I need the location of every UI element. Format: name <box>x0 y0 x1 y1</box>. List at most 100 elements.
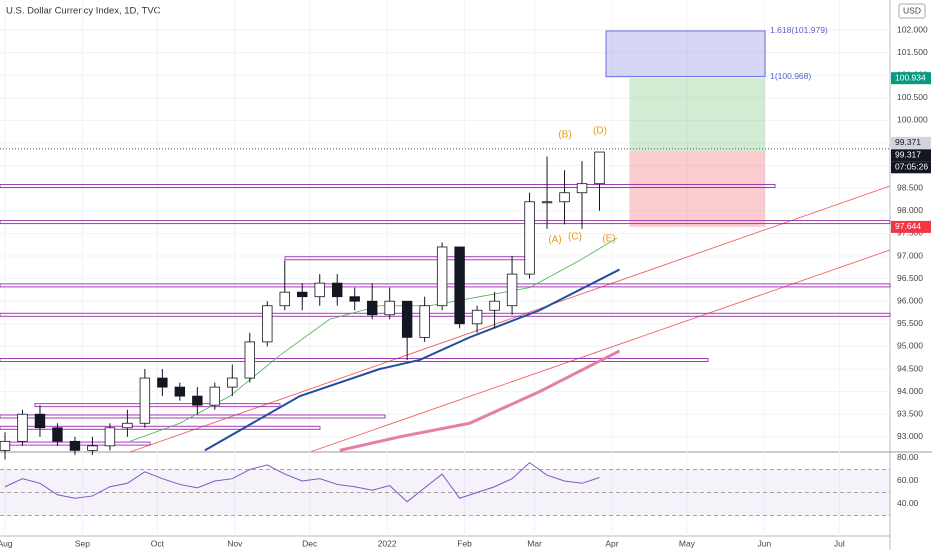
candle-body <box>366 300 378 316</box>
level-line <box>0 184 776 188</box>
candle-body <box>139 377 151 424</box>
candle-body <box>122 422 133 429</box>
price-tag <box>891 72 931 85</box>
level-line <box>0 414 386 419</box>
candle-body <box>104 427 116 447</box>
candle-body <box>17 413 28 442</box>
candle-body <box>454 246 465 325</box>
level-line <box>0 425 321 430</box>
price-tag-label: 97.644 <box>895 221 921 231</box>
x-tick-label: Jul <box>834 538 845 548</box>
candle-body <box>69 440 81 451</box>
price-tag <box>891 136 931 149</box>
candle-body <box>524 201 535 275</box>
x-tick-label: Oct <box>151 538 165 548</box>
y-tick-label: 96.500 <box>897 273 923 283</box>
y-tick-label: 98.500 <box>897 182 923 192</box>
x-tick-label: Sep <box>75 538 90 548</box>
wave-label: (E) <box>602 234 615 245</box>
currency-box <box>898 3 926 19</box>
candle-body <box>384 300 395 316</box>
y-tick-label: 102.000 <box>897 24 928 34</box>
price-tag-label: 99.371 <box>895 137 921 147</box>
y-tick-label: 94.000 <box>897 386 923 396</box>
chart-title: U.S. Dollar Currency Index, 1D, TVC <box>6 6 161 17</box>
x-tick-label: Jun <box>757 538 771 548</box>
wave-label: (D) <box>593 126 607 137</box>
trend-line <box>129 185 891 453</box>
price-tag-label: 99.317 <box>895 150 921 160</box>
countdown-tag <box>891 161 931 174</box>
moving-average <box>204 268 620 452</box>
x-tick-label: Dec <box>302 538 318 548</box>
y-tick-label: 98.000 <box>897 205 923 215</box>
x-tick-label: Mar <box>527 538 542 548</box>
y-tick-label: 93.500 <box>897 408 923 418</box>
wave-label: (A) <box>548 235 561 246</box>
countdown: 07:05:26 <box>895 162 928 172</box>
price-tag <box>891 149 931 162</box>
rsi-line <box>4 461 600 503</box>
target-zone <box>629 78 766 152</box>
x-tick-label: May <box>679 538 696 548</box>
x-tick-label: Nov <box>227 538 243 548</box>
price-tag <box>891 220 931 233</box>
level-line <box>34 403 281 408</box>
y-tick-label: 100.000 <box>897 115 928 125</box>
candle-body <box>34 413 46 429</box>
candle-body <box>227 377 238 388</box>
level-line <box>0 220 891 225</box>
candle-body <box>192 395 203 406</box>
candle-body <box>262 305 273 343</box>
candle-body <box>332 282 343 298</box>
level-line <box>0 358 709 362</box>
x-tick-label: Feb <box>457 538 472 548</box>
fib-label: 1.618(101.979) <box>770 25 828 35</box>
y-tick-label: 95.000 <box>897 341 923 351</box>
x-tick-label: Aug <box>0 538 13 548</box>
moving-average <box>339 349 621 452</box>
candle-body <box>489 300 500 311</box>
y-tick-label: 95.500 <box>897 318 923 328</box>
wave-label: (C) <box>568 232 582 243</box>
wave-label: (B) <box>558 130 571 141</box>
candle-body <box>349 296 360 302</box>
candle-body <box>52 427 63 442</box>
fib-label: 1(100.968) <box>770 71 811 81</box>
y-tick-label: 101.500 <box>897 47 928 57</box>
currency: USD <box>903 5 921 15</box>
rsi-tick-label: 40.00 <box>897 498 919 508</box>
candle-body <box>244 341 255 379</box>
candle-body <box>209 386 221 406</box>
candle-body <box>297 291 308 298</box>
y-tick-label: 97.000 <box>897 250 923 260</box>
y-tick-label: 94.500 <box>897 363 923 373</box>
candle-body <box>401 300 413 338</box>
y-tick-label: 96.000 <box>897 295 923 305</box>
candle-body <box>314 282 325 298</box>
candle-body <box>506 273 518 307</box>
candle-body <box>436 246 448 307</box>
y-tick-label: 100.500 <box>897 92 928 102</box>
candle-body <box>419 305 430 338</box>
candle-body <box>87 445 98 451</box>
candle-body <box>157 377 168 388</box>
candle-body <box>594 151 605 185</box>
fib-box <box>605 30 766 78</box>
candle-body <box>541 201 553 204</box>
x-tick-label: Apr <box>605 538 618 548</box>
candle-body <box>0 440 11 451</box>
x-tick-label: 2022 <box>378 538 397 548</box>
candle-body <box>576 183 588 194</box>
rsi-tick-label: 60.00 <box>897 475 919 485</box>
candle-body <box>279 291 290 307</box>
level-line <box>0 312 891 317</box>
candle-body <box>471 309 483 325</box>
y-tick-label: 93.000 <box>897 431 923 441</box>
candle-body <box>559 192 570 203</box>
price-tag-label: 100.934 <box>895 72 926 82</box>
stop-zone <box>629 151 766 227</box>
rsi-tick-label: 80.00 <box>897 452 919 462</box>
